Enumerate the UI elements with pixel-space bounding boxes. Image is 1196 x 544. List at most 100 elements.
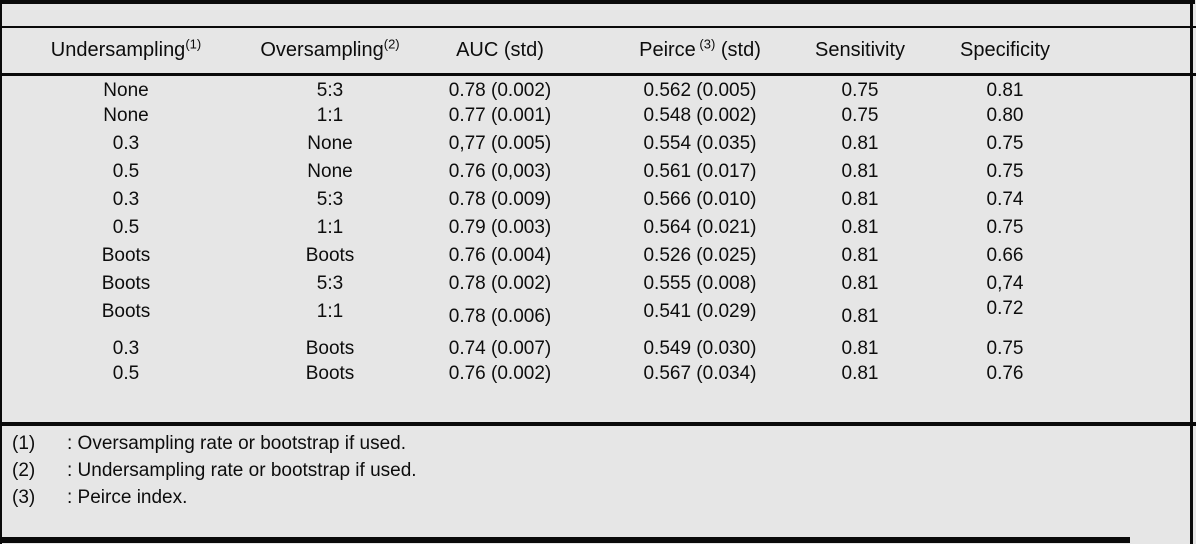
table-cell: 0.75 (986, 133, 1024, 154)
table-cell: Boots (101, 273, 151, 294)
table-row: 0.3 None 0,77 (0.005) 0.554 (0.035) 0.81 0.75 (2, 130, 1196, 158)
column-header-suffix: (std) (715, 38, 761, 61)
table-cell: 0.541 (0.029) (643, 301, 757, 322)
results-table: Undersampling(1) Oversampling(2) AUC (std)… (2, 26, 1196, 388)
table-cell: None (103, 105, 149, 126)
table-cell: 0.554 (0.035) (643, 133, 757, 154)
table-cell: 0.79 (0.003) (448, 217, 552, 238)
footnote: (1): Oversampling rate or bootstrap if u… (12, 430, 1196, 457)
table-cell: 0.555 (0.008) (643, 273, 757, 294)
table-row: None 5:3 0.78 (0.002) 0.562 (0.005) 0.75 0.81 (2, 74, 1196, 102)
table-row: 0.5 1:1 0.79 (0.003) 0.564 (0.021) 0.81 0.75 (2, 214, 1196, 242)
table-cell: 0.564 (0.021) (643, 217, 757, 238)
table-cell: 0.548 (0.002) (643, 105, 757, 126)
footnote: (2) : Undersampling rate or bootstrap if … (12, 457, 1196, 484)
table-cell: 1:1 (316, 301, 344, 322)
table-row: 0.5 None 0.76 (0,003) 0.561 (0.017) 0.81 0.75 (2, 158, 1196, 186)
table-cell: 0.567 (0.034) (643, 363, 757, 384)
filler-cell (1100, 326, 1196, 360)
table-row: 0.3 5:3 0.78 (0.009) 0.566 (0.010) 0.81 0.74 (2, 186, 1196, 214)
table-cell: 0.78 (0.009) (448, 189, 552, 210)
table-cell: 0.81 (841, 161, 879, 182)
table-cell: None (103, 79, 149, 101)
filler-cell (1100, 158, 1196, 186)
table-cell: 0.3 (112, 189, 140, 210)
table-cell: 0.81 (841, 273, 879, 294)
column-header: Peirce (3) (std) (590, 26, 810, 76)
footnote-text: : Peirce index. (67, 487, 188, 508)
table-cell: 0.5 (112, 217, 140, 238)
results-table-body: None 5:3 0.78 (0.002) 0.562 (0.005) 0.75 0.81… (2, 74, 1196, 388)
table-row: 0.5 Boots 0.76 (0.002) 0.567 (0.034) 0.81 0.7… (2, 360, 1196, 388)
table-cell: 1:1 (316, 105, 344, 126)
table-cell: 0,77 (0.005) (448, 133, 552, 154)
table-cell: Boots (305, 363, 355, 384)
footnote-marker: (3) (12, 487, 36, 508)
table-cell: 0.81 (841, 338, 879, 359)
table-cell: 0.81 (841, 217, 879, 238)
filler-cell (1100, 186, 1196, 214)
table-cell: 0.74 (986, 189, 1024, 210)
filler-cell (1100, 242, 1196, 270)
header-row: Undersampling(1) Oversampling(2) AUC (std)… (2, 26, 1196, 76)
footnotes: (1): Oversampling rate or bootstrap if u… (2, 430, 1196, 511)
table-cell: None (307, 161, 353, 182)
table-cell: Boots (305, 338, 355, 359)
filler-cell (1100, 298, 1196, 326)
table-cell: 0.80 (986, 105, 1024, 126)
table-cell: 0.3 (112, 338, 140, 359)
table-cell: 0.78 (0.002) (448, 273, 552, 294)
column-header: Specificity (910, 26, 1100, 76)
column-header: Sensitivity (810, 26, 910, 76)
table-cell: 0.566 (0.010) (643, 189, 757, 210)
table-cell: 0.76 (0.004) (448, 245, 552, 266)
table-row: Boots 1:1 0.78 (0.006) 0.541 (0.029) 0.81 0.7… (2, 298, 1196, 327)
table-cell: Boots (101, 301, 151, 322)
table-header: Undersampling(1) Oversampling(2) AUC (std)… (2, 26, 1196, 76)
footnote-ref-superscript: (3) (695, 36, 716, 52)
table-cell: 1:1 (316, 217, 344, 238)
table-cell: 0.75 (986, 338, 1024, 359)
table-cell: 0.77 (0.001) (448, 105, 552, 126)
footnote-text: : Undersampling rate or bootstrap if use… (67, 460, 417, 481)
column-header: Undersampling(1) (2, 26, 250, 76)
table-cell: 0.5 (112, 363, 140, 384)
table-cell: 0.76 (0.002) (448, 363, 552, 384)
column-header-label: Undersampling (50, 38, 186, 61)
table-right-border (1190, 0, 1193, 544)
footnote-text: : Oversampling rate or bootstrap if used… (67, 433, 406, 454)
table-cell: None (307, 133, 353, 154)
footnote-ref-superscript: (1) (185, 36, 202, 52)
filler-column (1100, 26, 1196, 76)
footnote-ref-superscript: (2) (383, 36, 400, 52)
table-cell: 5:3 (316, 79, 344, 101)
table-row: 0.3 Boots 0.74 (0.007) 0.549 (0.030) 0.81 0.7… (2, 326, 1196, 360)
table-cell: 0.81 (841, 133, 879, 154)
column-header-label: Oversampling (260, 38, 384, 61)
table-cell: Boots (305, 245, 355, 266)
column-header: AUC (std) (410, 26, 590, 76)
table-cell: 0.75 (841, 105, 879, 126)
table-cell: 0.78 (0.006) (448, 306, 552, 327)
filler-cell (1100, 214, 1196, 242)
table-cell: 0.72 (986, 298, 1024, 319)
filler-cell (1100, 360, 1196, 388)
column-header-label: Sensitivity (814, 38, 906, 61)
table-cell: 0.81 (841, 306, 879, 327)
table-cell: 0.81 (841, 245, 879, 266)
column-header-label: AUC (std) (456, 38, 544, 61)
table-top-border (2, 0, 1195, 4)
column-header: Oversampling(2) (250, 26, 410, 76)
table-row: Boots 5:3 0.78 (0.002) 0.555 (0.008) 0.81 0,7… (2, 270, 1196, 298)
filler-cell (1100, 130, 1196, 158)
column-header-label: Specificity (959, 38, 1051, 61)
table-cell: 0.78 (0.002) (448, 79, 552, 101)
table-cell: 0.74 (0.007) (448, 338, 552, 359)
footnote-marker: (2) (12, 460, 36, 481)
table-cell: 0.81 (841, 189, 879, 210)
table-cell: 0.75 (986, 161, 1024, 182)
table-cell: Boots (101, 245, 151, 266)
column-header-label: Peirce (639, 38, 696, 61)
table-cell: 0.66 (986, 245, 1024, 266)
